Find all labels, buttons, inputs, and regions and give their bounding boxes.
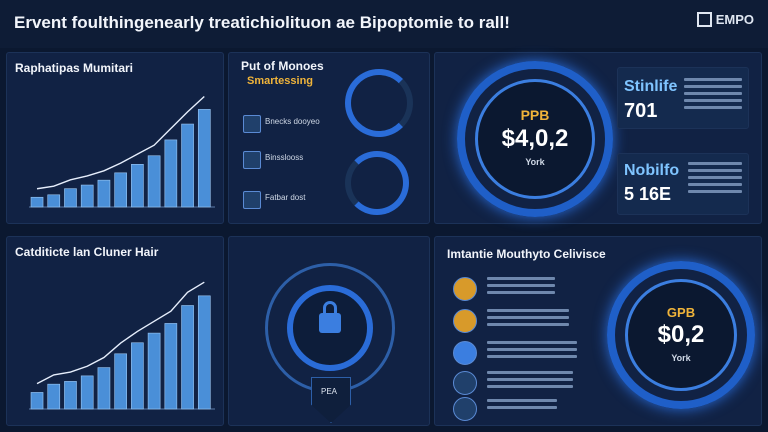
bar bbox=[197, 295, 211, 410]
logo-text: EMPO bbox=[715, 12, 754, 27]
bar-chart-1 bbox=[29, 96, 215, 208]
service-gauge-sub: York bbox=[671, 353, 691, 363]
stat-box-2-text bbox=[688, 162, 742, 197]
security-panel: PEA bbox=[228, 236, 430, 426]
header-bar: Ervent foulthingenearly treatichiolituon… bbox=[0, 0, 768, 48]
gauge-sub: York bbox=[525, 157, 545, 167]
service-gauge-label: GPB bbox=[666, 305, 696, 320]
service-gauge-inner bbox=[625, 279, 737, 391]
bar bbox=[147, 155, 161, 208]
list-panel: Put of Monoes Smartessing Bnecks dooyeo … bbox=[228, 52, 430, 224]
bar bbox=[164, 323, 178, 410]
bar bbox=[97, 179, 111, 208]
trend-line bbox=[36, 281, 205, 385]
service-icon-2 bbox=[453, 309, 477, 333]
security-label: PEA bbox=[321, 387, 338, 396]
bar bbox=[30, 392, 44, 410]
stat-box-1-text bbox=[684, 78, 742, 113]
bar bbox=[47, 383, 61, 410]
gauge-label: PPB bbox=[520, 107, 550, 123]
stat-box-2-value: 5 16E bbox=[624, 184, 672, 204]
gauge-ring-2 bbox=[345, 151, 409, 215]
stat-box-1[interactable]: Stinlife 701 bbox=[617, 67, 749, 129]
service-icon-5 bbox=[453, 397, 477, 421]
bar bbox=[97, 367, 111, 410]
bar bbox=[131, 342, 144, 410]
service-text-5[interactable] bbox=[487, 399, 557, 413]
bar bbox=[47, 194, 61, 208]
lock-icon bbox=[319, 313, 341, 333]
service-icon-1 bbox=[453, 277, 477, 301]
logo-icon bbox=[696, 12, 712, 27]
chart-panel-title: Raphatipas Mumitari bbox=[15, 61, 134, 75]
item-1-icon bbox=[243, 115, 261, 133]
shield-shape bbox=[311, 377, 351, 423]
stat-box-2[interactable]: Nobilfo 5 16E bbox=[617, 153, 749, 215]
bar bbox=[181, 305, 194, 410]
bar bbox=[114, 353, 127, 410]
gauge-ring-1 bbox=[345, 69, 413, 137]
stat-box-1-title: Stinlife bbox=[624, 78, 678, 95]
bar bbox=[80, 184, 94, 208]
stat-box-1-value: 701 bbox=[624, 100, 658, 122]
bar bbox=[64, 188, 77, 208]
service-text-3[interactable] bbox=[487, 341, 577, 362]
trend-line bbox=[36, 96, 205, 190]
brand-logo[interactable]: EMPO bbox=[696, 12, 754, 27]
gauge-panel-top: PPB $4,0,2 York Stinlife 701 Nobilfo 5 1… bbox=[434, 52, 762, 224]
item-2-icon bbox=[243, 151, 261, 169]
bar bbox=[80, 375, 94, 410]
service-panel-title: Imtantie Mouthyto Celivisce bbox=[447, 247, 606, 261]
bar bbox=[30, 196, 44, 208]
bar bbox=[164, 139, 178, 208]
gauge-inner-ring bbox=[475, 79, 595, 199]
stat-box-2-title: Nobilfo bbox=[624, 162, 680, 179]
service-text-1[interactable] bbox=[487, 277, 555, 298]
bar bbox=[197, 109, 211, 208]
bar bbox=[131, 164, 144, 208]
service-gauge-outer bbox=[607, 261, 755, 409]
bar bbox=[114, 172, 127, 208]
bar bbox=[147, 332, 161, 410]
list-item-2[interactable]: Binsslooss bbox=[265, 153, 304, 162]
list-item-3[interactable]: Fatbar dost bbox=[265, 193, 306, 202]
service-gauge-value: $0,2 bbox=[657, 321, 705, 348]
bar bbox=[64, 381, 77, 410]
item-3-icon bbox=[243, 191, 261, 209]
gauge-value: $4,0,2 bbox=[501, 125, 569, 152]
gauge-outer-ring bbox=[457, 61, 613, 217]
list-panel-title: Put of Monoes bbox=[241, 59, 324, 73]
chart-panel-bottom: Catditicte lan Cluner Hair bbox=[6, 236, 224, 426]
bar-chart-2 bbox=[29, 281, 215, 410]
service-text-4[interactable] bbox=[487, 371, 573, 392]
service-icon-4 bbox=[453, 371, 477, 395]
page-title: Ervent foulthingenearly treatichiolituon… bbox=[14, 13, 510, 32]
list-item-1[interactable]: Bnecks dooyeo bbox=[265, 117, 320, 126]
service-panel: Imtantie Mouthyto Celivisce GPB $0,2 Yor… bbox=[434, 236, 762, 426]
service-text-2[interactable] bbox=[487, 309, 569, 330]
service-icon-3 bbox=[453, 341, 477, 365]
chart-panel-top: Raphatipas Mumitari bbox=[6, 52, 224, 224]
chart2-panel-title: Catditicte lan Cluner Hair bbox=[15, 245, 159, 259]
list-panel-subtitle: Smartessing bbox=[247, 75, 314, 87]
bar bbox=[181, 123, 194, 208]
lock-shackle bbox=[323, 301, 337, 315]
